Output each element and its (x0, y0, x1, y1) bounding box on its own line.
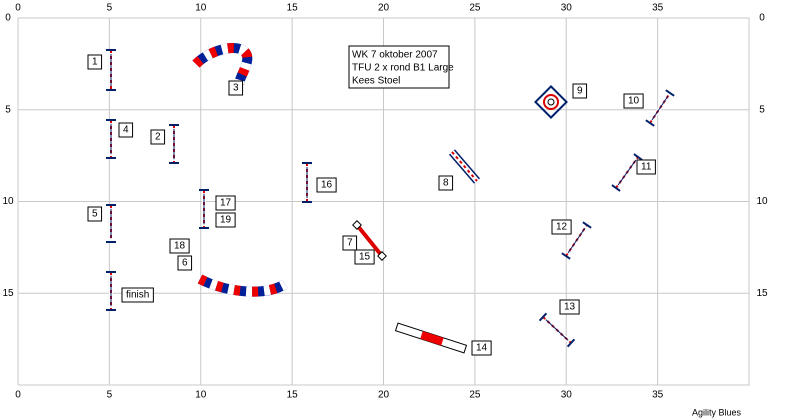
table-center (547, 98, 555, 106)
x-tick-label: 5 (107, 3, 113, 14)
info-box: WK 7 oktober 2007 TFU 2 x rond B1 Large … (348, 45, 454, 89)
obstacle-label: 10 (628, 96, 640, 107)
wing (582, 221, 592, 229)
obstacle-label: 15 (359, 252, 371, 263)
obstacle-label: 16 (321, 180, 333, 191)
label-box (228, 80, 244, 96)
y-tick-label: 10 (2, 196, 14, 207)
tire (451, 151, 478, 182)
obstacle-label: 5 (92, 209, 98, 220)
info-line: WK 7 oktober 2007 (352, 50, 438, 61)
label-box (354, 249, 375, 265)
y-tick-label: 10 (756, 196, 768, 207)
x-tick-label: 15 (287, 390, 299, 401)
label-box (215, 195, 236, 211)
label-box (342, 235, 358, 251)
label-box (177, 255, 193, 271)
seesaw-end (377, 251, 387, 261)
tunnel (192, 43, 253, 88)
label-box (559, 299, 580, 315)
x-tick-label: 0 (15, 3, 21, 14)
wing (665, 89, 675, 97)
wing (633, 153, 643, 161)
x-tick-label: 35 (652, 3, 664, 14)
label-box (121, 287, 154, 303)
x-tick-label: 20 (378, 3, 390, 14)
y-tick-label: 15 (756, 288, 768, 299)
x-tick-label: 30 (561, 390, 573, 401)
info-line: Kees Stoel (352, 76, 400, 87)
x-tick-label: 15 (287, 3, 299, 14)
y-tick-label: 0 (759, 13, 765, 24)
label-box (87, 206, 103, 222)
label-box (572, 83, 588, 99)
y-tick-label: 5 (759, 104, 765, 115)
chute (420, 331, 444, 346)
label-box (438, 175, 454, 191)
label-box (471, 340, 492, 356)
obstacle-label: 14 (476, 343, 488, 354)
obstacle-label: 1 (92, 57, 98, 68)
obstacle-label: 2 (155, 132, 161, 143)
obstacle-label: 9 (577, 86, 583, 97)
label-box (623, 93, 644, 109)
table-center (543, 94, 559, 110)
obstacle-label: 8 (443, 178, 449, 189)
y-tick-label: 15 (2, 288, 14, 299)
frame (17, 17, 750, 386)
stand (545, 319, 569, 341)
x-tick-label: 10 (195, 390, 207, 401)
obstacle-label: 17 (220, 198, 232, 209)
stand (617, 159, 637, 186)
seesaw-end (352, 220, 362, 230)
obstacle-label: 3 (233, 83, 239, 94)
x-tick-label: 20 (378, 390, 390, 401)
label-box (87, 54, 103, 70)
wing (538, 312, 548, 322)
x-tick-label: 25 (469, 390, 481, 401)
stand (567, 227, 586, 254)
label-box (118, 122, 134, 138)
x-tick-label: 25 (469, 3, 481, 14)
label-box (150, 129, 166, 145)
obstacle-label: 13 (564, 302, 576, 313)
x-tick-label: 35 (652, 390, 664, 401)
obstacle-label: 12 (556, 222, 568, 233)
wing (561, 252, 571, 260)
x-tick-label: 30 (561, 3, 573, 14)
info-frame (348, 45, 450, 89)
wing (566, 338, 576, 348)
obstacle-label: 7 (347, 238, 353, 249)
table (534, 85, 568, 119)
x-tick-label: 10 (195, 3, 207, 14)
x-tick-label: 0 (15, 390, 21, 401)
wing (611, 184, 621, 192)
info-line: TFU 2 x rond B1 Large (352, 63, 454, 74)
seesaw (355, 223, 384, 258)
label-box (215, 212, 236, 228)
wing (645, 119, 655, 127)
obstacle-label: finish (126, 290, 149, 301)
obstacles (106, 43, 675, 354)
tunnel (197, 274, 288, 297)
obstacle-label: 18 (174, 241, 186, 252)
label-box (316, 177, 337, 193)
label-box (551, 219, 572, 235)
stand (651, 95, 669, 121)
obstacle-label: 4 (123, 125, 129, 136)
y-tick-label: 5 (5, 104, 11, 115)
obstacle-label: 11 (641, 162, 652, 173)
obstacle-label: 6 (182, 258, 188, 269)
tunnel (192, 43, 253, 88)
label-box (636, 159, 656, 175)
x-tick-label: 5 (107, 390, 113, 401)
y-tick-label: 0 (5, 13, 11, 24)
obstacle-label: 19 (220, 215, 232, 226)
footer: Agility Blues (692, 407, 742, 417)
label-box (169, 238, 190, 254)
